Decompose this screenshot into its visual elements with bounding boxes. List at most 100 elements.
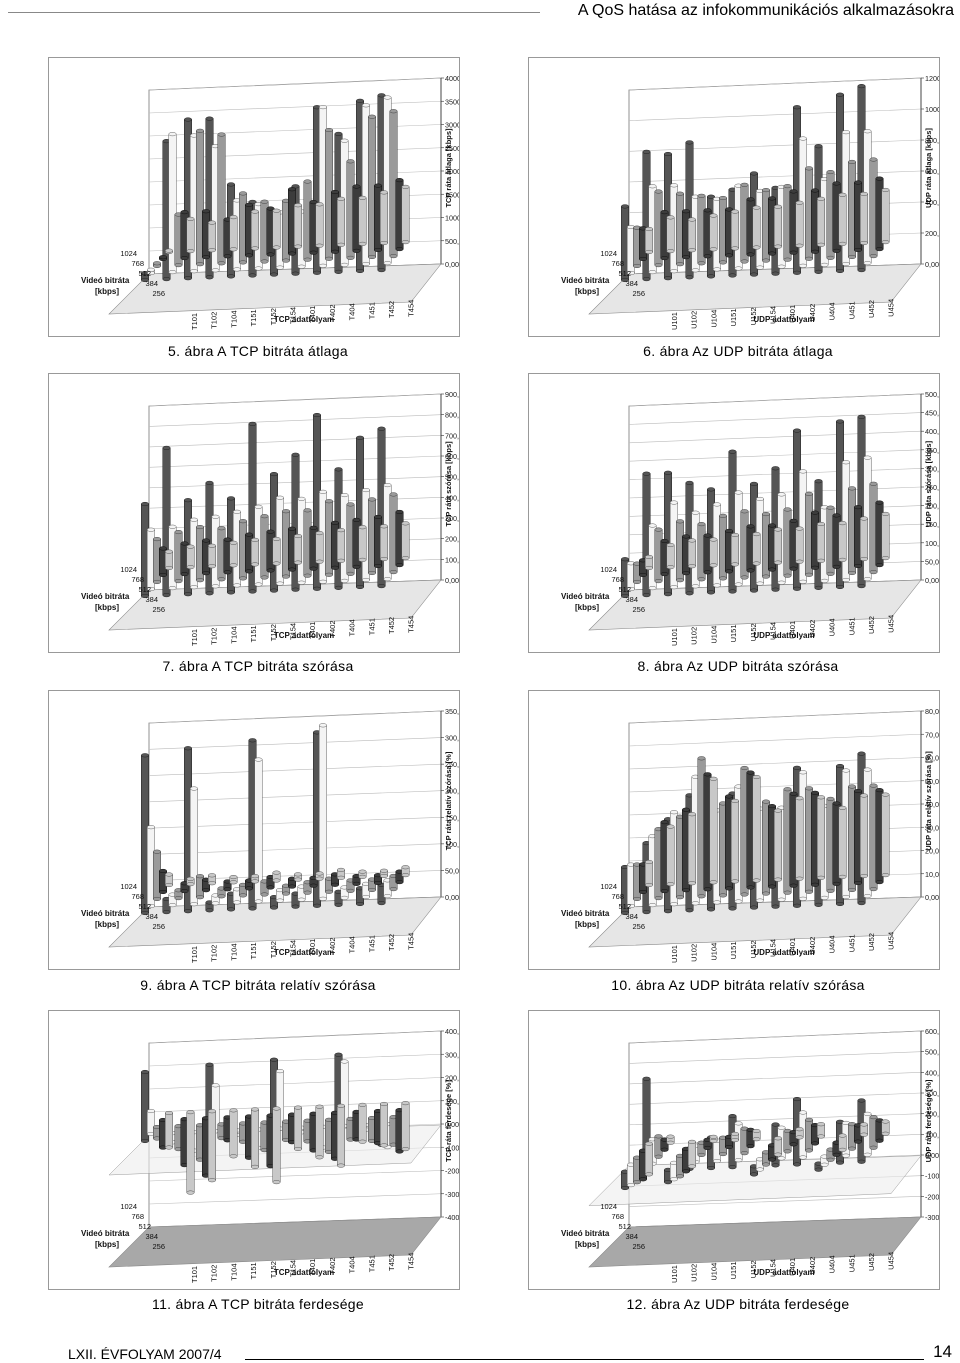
bar-U454-256: [881, 1119, 890, 1136]
video-axis-unit: [kbps]: [575, 603, 599, 612]
bar-T402-256: [315, 531, 324, 564]
bar-T451-256: [358, 869, 367, 879]
flow-tick-label: T404: [348, 303, 357, 320]
value-tick-label: -100,00%: [925, 1172, 939, 1181]
value-tick-label: 400,00: [445, 493, 459, 502]
bitrate-tick-label: 256: [152, 922, 165, 931]
video-axis-title: Videó bitráta: [81, 909, 130, 918]
flow-tick-label: U101: [670, 945, 679, 963]
flow-tick-label: T152: [269, 308, 278, 325]
bar-U452-384: [854, 505, 862, 569]
bar-T152-384: [245, 878, 253, 891]
video-axis-unit: [kbps]: [95, 287, 119, 296]
flow-tick-label: U152: [749, 1260, 758, 1278]
bitrate-tick-label: 384: [145, 1232, 158, 1241]
bar-T451-256: [358, 195, 367, 246]
bar-U152-256: [731, 209, 739, 251]
bar-U101-256: [645, 226, 653, 255]
gridline: [148, 737, 442, 750]
bar-T452-256: [380, 524, 388, 562]
figure-7-svg: 0,00 100,00 200,00 300,00 400,00 500,00 600,00…: [81, 390, 459, 646]
value-tick-label: 100,00%: [445, 840, 459, 849]
bar-T104-512: [196, 874, 204, 900]
bar-U102-256: [666, 1134, 675, 1145]
gridline: [628, 733, 922, 747]
flow-tick-label: U151: [729, 941, 738, 959]
header-rule: [8, 12, 540, 13]
bar-U102-384: [660, 1137, 669, 1152]
value-tick-label: 150,00%: [445, 813, 459, 822]
gridline: [148, 1030, 442, 1044]
gridline: [628, 1072, 922, 1085]
bar-T401-256: [294, 1105, 302, 1152]
bar-T401-768: [276, 888, 284, 903]
figure-8-svg: 0,00 50,00 100,00 150,00 200,00 250,00 300,00 3…: [561, 390, 939, 646]
bar-U452-256: [860, 1122, 868, 1137]
value-tick-label: 350,00%: [445, 707, 459, 716]
flow-tick-label: T152: [269, 941, 278, 958]
bar-T101-1024: [141, 271, 149, 283]
bitrate-tick-label: 768: [131, 575, 144, 584]
value-axis-label: UDP ráta átlaga [kbps]: [924, 128, 933, 208]
bar-T154-256: [272, 208, 281, 250]
bitrate-tick-label: 256: [632, 289, 645, 298]
value-tick-label: 50,00%: [445, 866, 459, 875]
bar-T104-512: [196, 128, 204, 267]
bar-T452-384: [374, 873, 382, 886]
value-axis-label: TCP ráta szórása [kbps]: [444, 441, 453, 527]
value-tick-label: 300,00: [925, 464, 939, 473]
flow-tick-label: T452: [387, 934, 396, 951]
bar-T151-512: [217, 132, 226, 266]
flow-tick-label: U452: [867, 616, 876, 634]
gridline: [148, 414, 442, 427]
flow-tick-label: U402: [808, 1257, 817, 1275]
flow-tick-label: U102: [690, 311, 699, 329]
value-tick-label: 60,00%: [925, 754, 939, 763]
video-axis-unit: [kbps]: [95, 920, 119, 929]
bar-U152-256: [731, 1131, 739, 1143]
bitrate-tick-label: 384: [145, 595, 158, 604]
value-tick-label: 1200,00: [925, 74, 939, 83]
figure-10-chart: 0,00% 10,00% 20,00% 30,00% 40,00% 50,00% 60,00…: [528, 690, 940, 970]
flow-tick-label: U152: [749, 623, 758, 641]
value-tick-label: 0,00: [925, 576, 939, 585]
bar-T101-256: [165, 1110, 173, 1150]
value-tick-label: 400,00%: [925, 1068, 939, 1077]
bar-T152-256: [251, 1107, 259, 1169]
bar-U154-256: [752, 205, 761, 250]
video-axis-unit: [kbps]: [575, 287, 599, 296]
bitrate-tick-label: 384: [625, 279, 638, 288]
value-tick-label: 400,00: [925, 198, 939, 207]
bar-T154-384: [266, 874, 275, 890]
video-axis-title: Videó bitráta: [81, 592, 130, 601]
gridline: [148, 77, 442, 91]
flow-tick-label: T102: [210, 312, 219, 329]
figure-11-chart: -400,00% -300,00% -200,00% -100,00% 0,00% 100…: [48, 1010, 460, 1290]
video-axis-title: Videó bitráta: [561, 909, 610, 918]
bar-U451-256: [838, 805, 847, 879]
bitrate-tick-label: 1024: [600, 249, 617, 258]
video-axis-unit: [kbps]: [95, 1240, 119, 1249]
value-tick-label: 800,00: [925, 136, 939, 145]
bitrate-tick-label: 256: [152, 605, 165, 614]
flow-tick-label: U454: [887, 299, 896, 317]
value-tick-label: 800,00: [445, 411, 459, 420]
value-tick-label: 0,00: [445, 260, 459, 269]
bitrate-tick-label: 1024: [600, 565, 617, 574]
bar-U151-384: [703, 1137, 712, 1151]
gridline: [628, 449, 922, 462]
bitrate-tick-label: 768: [611, 259, 624, 268]
floor-plane: [108, 1216, 442, 1268]
value-tick-label: 200,00%: [445, 787, 459, 796]
bar-U101-1024: [621, 1169, 629, 1191]
bitrate-tick-label: 768: [611, 1212, 624, 1221]
flow-tick-label: U154: [769, 1259, 778, 1277]
value-tick-label: 900,00: [445, 390, 459, 399]
gridline: [628, 1196, 922, 1207]
gridline: [148, 393, 442, 407]
value-tick-label: 70,00%: [925, 730, 939, 739]
bar-T452-256: [380, 868, 388, 879]
flow-tick-label: U104: [709, 943, 718, 961]
